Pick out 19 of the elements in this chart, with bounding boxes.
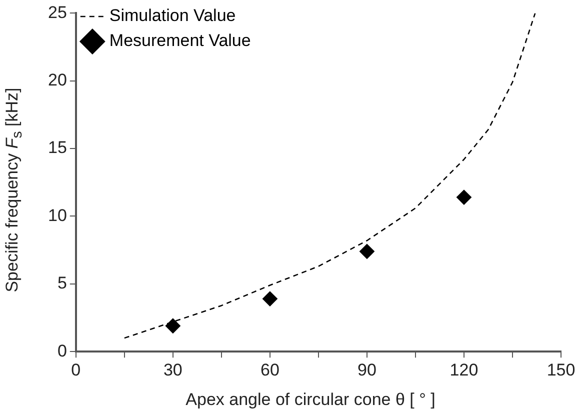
- y-tick-label: 10: [48, 206, 67, 225]
- x-tick-label: 60: [260, 360, 280, 380]
- legend-label: Simulation Value: [109, 6, 236, 26]
- y-tick-label: 5: [57, 274, 67, 293]
- point: [165, 318, 180, 334]
- x-tick-label: 90: [358, 360, 376, 380]
- x-tick-label: 30: [163, 360, 182, 380]
- x-tick-label: 150: [546, 360, 576, 380]
- y-tick-label: 0: [57, 341, 67, 360]
- x-axis-title: Apex angle of circular cone θ [ ° ]: [184, 390, 436, 410]
- y-tick-label: 20: [48, 70, 67, 90]
- x-tick-label: 0: [71, 360, 81, 380]
- y-tick-label: 15: [48, 138, 67, 158]
- legend-label: Mesurement Value: [109, 31, 251, 50]
- point: [262, 291, 278, 306]
- point: [359, 244, 374, 259]
- point: [456, 190, 472, 205]
- y-tick-label: 25: [48, 2, 67, 22]
- x-tick-label: 120: [450, 360, 478, 380]
